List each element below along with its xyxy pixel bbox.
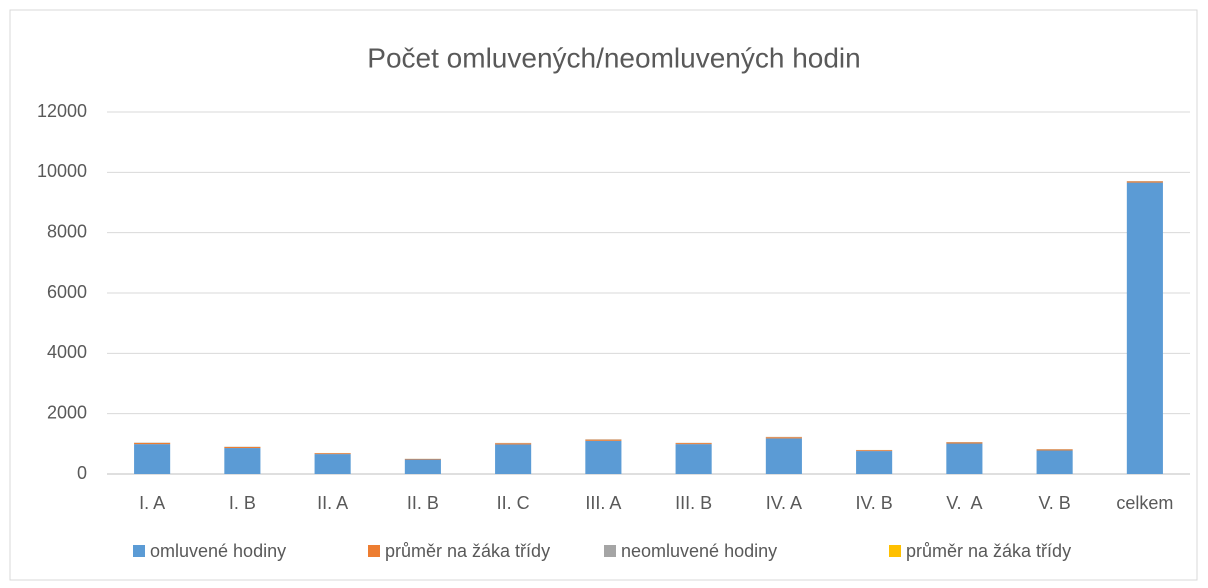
x-tick-label: celkem — [1116, 493, 1173, 513]
x-tick-label: V. A — [946, 493, 982, 513]
legend-label: omluvené hodiny — [150, 541, 286, 561]
x-tick-label: IV. B — [855, 493, 892, 513]
bar-segment — [946, 442, 983, 444]
bar-segment — [946, 443, 983, 474]
bar-segment — [856, 450, 893, 452]
bar-segment — [134, 442, 171, 445]
x-tick-label: II. A — [317, 493, 348, 513]
y-tick-label: 4000 — [47, 342, 87, 362]
bar-segment — [856, 451, 893, 474]
bar-segment — [224, 448, 261, 474]
bar-segment — [314, 454, 351, 474]
x-tick-label: II. B — [407, 493, 439, 513]
x-tick-label: III. B — [675, 493, 712, 513]
bar-segment — [1036, 449, 1073, 451]
bar-segment — [495, 443, 532, 445]
bar-segment — [585, 439, 622, 441]
chart-frame — [9, 9, 1198, 581]
legend-swatch — [133, 545, 145, 557]
x-tick-label: IV. A — [766, 493, 802, 513]
bar-segment — [765, 437, 802, 439]
bar-segment — [675, 443, 712, 445]
bar-segment — [765, 438, 802, 474]
bar-segment — [495, 444, 532, 474]
legend-swatch — [368, 545, 380, 557]
y-tick-label: 10000 — [37, 161, 87, 181]
x-tick-label: II. C — [497, 493, 530, 513]
bar-segment — [134, 444, 171, 474]
legend-swatch — [889, 545, 901, 557]
x-tick-label: I. A — [139, 493, 165, 513]
y-tick-label: 2000 — [47, 402, 87, 422]
chart-title: Počet omluvených/neomluvených hodin — [367, 42, 860, 73]
legend-swatch — [604, 545, 616, 557]
legend-label: průměr na žáka třídy — [385, 541, 550, 561]
bar-segment — [585, 440, 622, 474]
legend-label: neomluvené hodiny — [621, 541, 777, 561]
bar-segment — [224, 447, 261, 449]
bar-segment — [404, 458, 441, 460]
bar-segment — [1126, 182, 1163, 474]
y-tick-label: 6000 — [47, 282, 87, 302]
bar-segment — [404, 459, 441, 474]
x-tick-label: III. A — [585, 493, 621, 513]
bar-segment — [1036, 450, 1073, 474]
legend-label: průměr na žáka třídy — [906, 541, 1071, 561]
bar-segment — [675, 444, 712, 474]
bar-segment — [314, 453, 351, 455]
y-tick-label: 12000 — [37, 101, 87, 121]
y-tick-label: 0 — [77, 463, 87, 483]
x-tick-label: I. B — [229, 493, 256, 513]
bar-segment — [1126, 181, 1163, 183]
x-tick-label: V. B — [1038, 493, 1070, 513]
y-tick-label: 8000 — [47, 221, 87, 241]
